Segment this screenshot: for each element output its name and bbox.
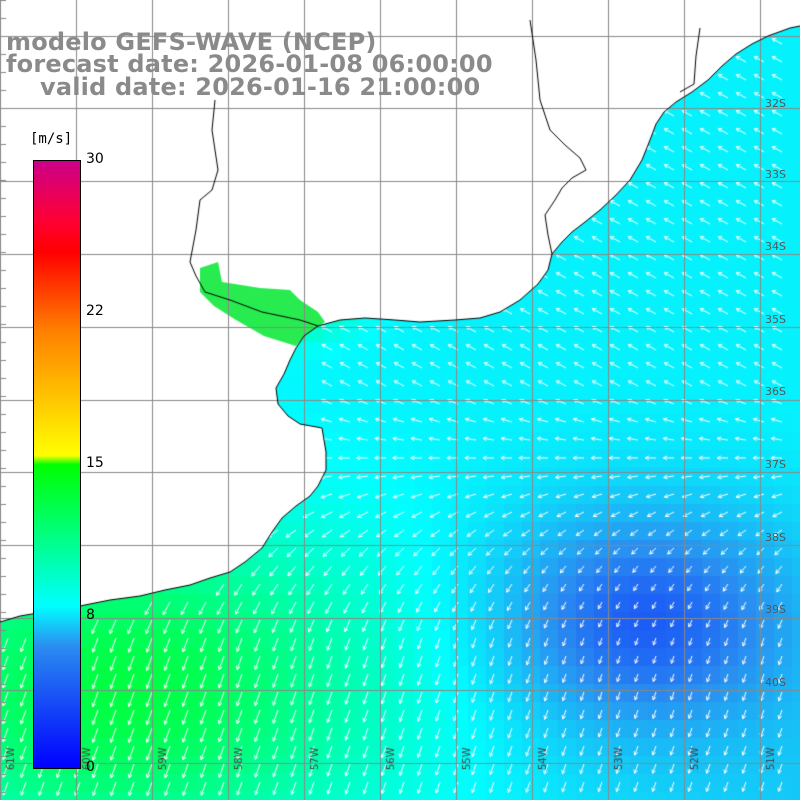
lat-label: 32S — [765, 97, 786, 110]
lat-label: 39S — [765, 603, 786, 616]
colorbar-label-15: 15 — [86, 455, 104, 471]
colorbar-label-30: 30 — [86, 151, 104, 167]
colorbar-label-22: 22 — [86, 303, 104, 319]
lat-label: 37S — [765, 458, 786, 471]
colorbar-label-0: 0 — [86, 759, 95, 775]
lat-label: 34S — [765, 240, 786, 253]
lat-label: 35S — [765, 313, 786, 326]
lat-label: 40S — [765, 676, 786, 689]
forecast-date: forecast date: 2026-01-08 06:00:00 — [6, 50, 493, 78]
colorbar-unit: [m/s] — [30, 131, 73, 147]
valid-date: valid date: 2026-01-16 21:00:00 — [40, 73, 481, 101]
lat-label: 33S — [765, 168, 786, 181]
colorbar — [33, 160, 81, 769]
lat-label: 36S — [765, 385, 786, 398]
colorbar-label-8: 8 — [86, 607, 95, 623]
model-title: modelo GEFS-WAVE (NCEP) — [6, 28, 377, 56]
lat-label: 38S — [765, 531, 786, 544]
